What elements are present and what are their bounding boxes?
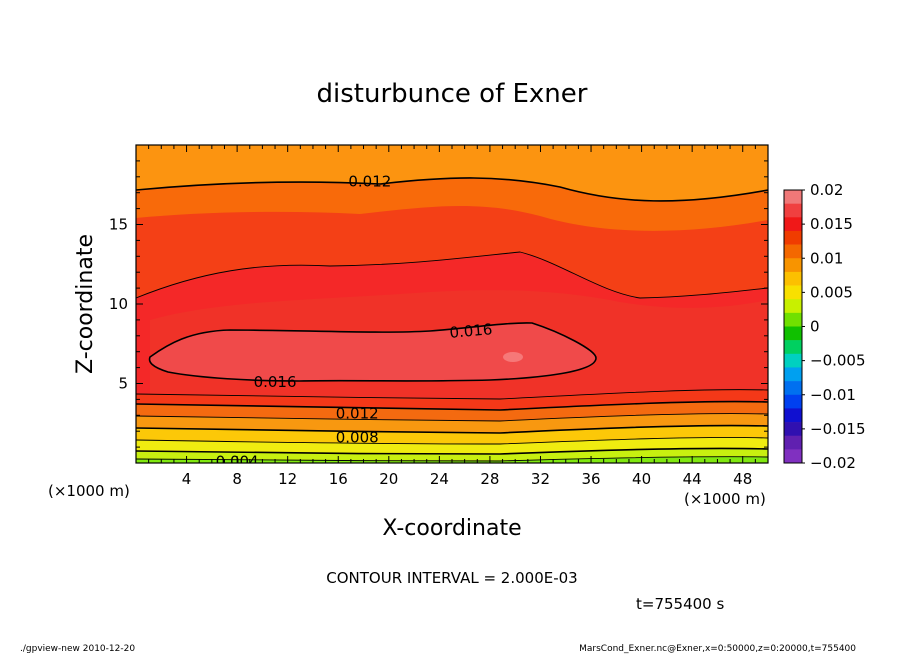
colorbar-segment [784,203,802,218]
colorbar-segment [784,271,802,286]
x-tick-label: 20 [379,470,398,488]
y-tick-label: 5 [118,375,128,393]
colorbar-segment [784,449,802,464]
contour-label-text: 0.008 [336,429,379,447]
x-tick-label: 44 [683,470,702,488]
contour-label: 0.012 [348,173,391,191]
colorbar [784,190,802,464]
contour-line-0.014-top [136,251,768,299]
colorbar-tick-label: 0.01 [810,249,843,267]
colorbar-tick-label: 0.005 [810,283,853,301]
x-tick-label: 12 [278,470,297,488]
colorbar-segment [784,394,802,409]
contour-line-0.010 [136,413,768,422]
chart-title: disturbunce of Exner [317,79,588,109]
y-tick-label: 15 [109,216,128,234]
colorbar-segment [784,408,802,423]
x-axis-title: X-coordinate [382,516,521,541]
colorbar-segment [784,258,802,273]
y-axis-ticks: 5 10 15 [109,160,768,448]
contour-label-text: 0.012 [336,405,379,423]
contour-label: 0.016 [449,320,493,342]
contour-line-0.002 [136,456,768,462]
colorbar-segment [784,381,802,396]
x-tick-label: 48 [733,470,752,488]
band-max [503,352,523,362]
band-core-0.016 [149,322,597,381]
colorbar-tick-label: 0.02 [810,181,843,199]
colorbar-segment [784,299,802,314]
contour-interval-label: CONTOUR INTERVAL = 2.000E-03 [326,569,577,587]
colorbar-segment [784,285,802,300]
contour-line-0.012-top [136,177,768,202]
colorbar-segment [784,244,802,259]
contour-label-text: 0.016 [254,373,297,391]
x-tick-label: 32 [531,470,550,488]
x-axis-ticks: 4 8 12 16 20 24 28 32 36 40 44 48 [148,145,756,488]
y-tick-label: 10 [109,295,128,313]
contour-label: 0.008 [336,429,379,447]
colorbar-segment [784,326,802,341]
contour-line-0.006 [136,437,768,445]
x-tick-label: 40 [632,470,651,488]
contour-line-0.008 [136,424,768,434]
colorbar-labels: 0.02 0.015 0.01 0.005 0 −0.005 −0.01 −0.015 −0.0… [802,181,866,472]
colorbar-tick-label: 0 [810,318,820,336]
colorbar-segment [784,422,802,436]
contour-label-text: 0.012 [348,173,391,191]
colorbar-segment [784,230,802,245]
x-tick-label: 4 [182,470,192,488]
x-tick-label: 36 [581,470,600,488]
colorbar-tick-label: −0.02 [810,454,856,472]
footer-right: MarsCond_Exner.nc@Exner,x=0:50000,z=0:20… [579,644,856,654]
colorbar-tick-label: 0.015 [810,215,853,233]
colorbar-tick-label: −0.01 [810,386,856,404]
colorbar-tick-label: −0.005 [810,352,866,370]
contour-line-0.004 [136,447,768,455]
time-label: t=755400 s [636,595,724,613]
contour-line-0.016 [148,322,597,382]
colorbar-segment [784,217,802,232]
contour-label-text: 0.016 [449,320,493,342]
x-tick-label: 8 [232,470,242,488]
colorbar-segment [784,353,802,368]
contour-label: 0.012 [336,405,379,423]
y-axis-title: Z-coordinate [73,234,98,374]
colorbar-segment [784,435,802,450]
contour-label: 0.016 [254,373,297,391]
colorbar-tick-label: −0.015 [810,420,866,438]
contour-line-0.012-bottom [136,400,768,411]
x-unit-label-left: (×1000 m) [48,482,130,500]
x-tick-label: 16 [329,470,348,488]
colorbar-segment [784,312,802,327]
x-tick-label: 28 [480,470,499,488]
colorbar-segment [784,190,802,204]
colorbar-segment [784,367,802,382]
x-unit-label-right: (×1000 m) [684,490,766,508]
footer-left: ./gpview-new 2010-12-20 [20,644,135,654]
contour-line-0.014-bottom [136,389,768,400]
x-tick-label: 24 [430,470,449,488]
colorbar-segment [784,340,802,355]
